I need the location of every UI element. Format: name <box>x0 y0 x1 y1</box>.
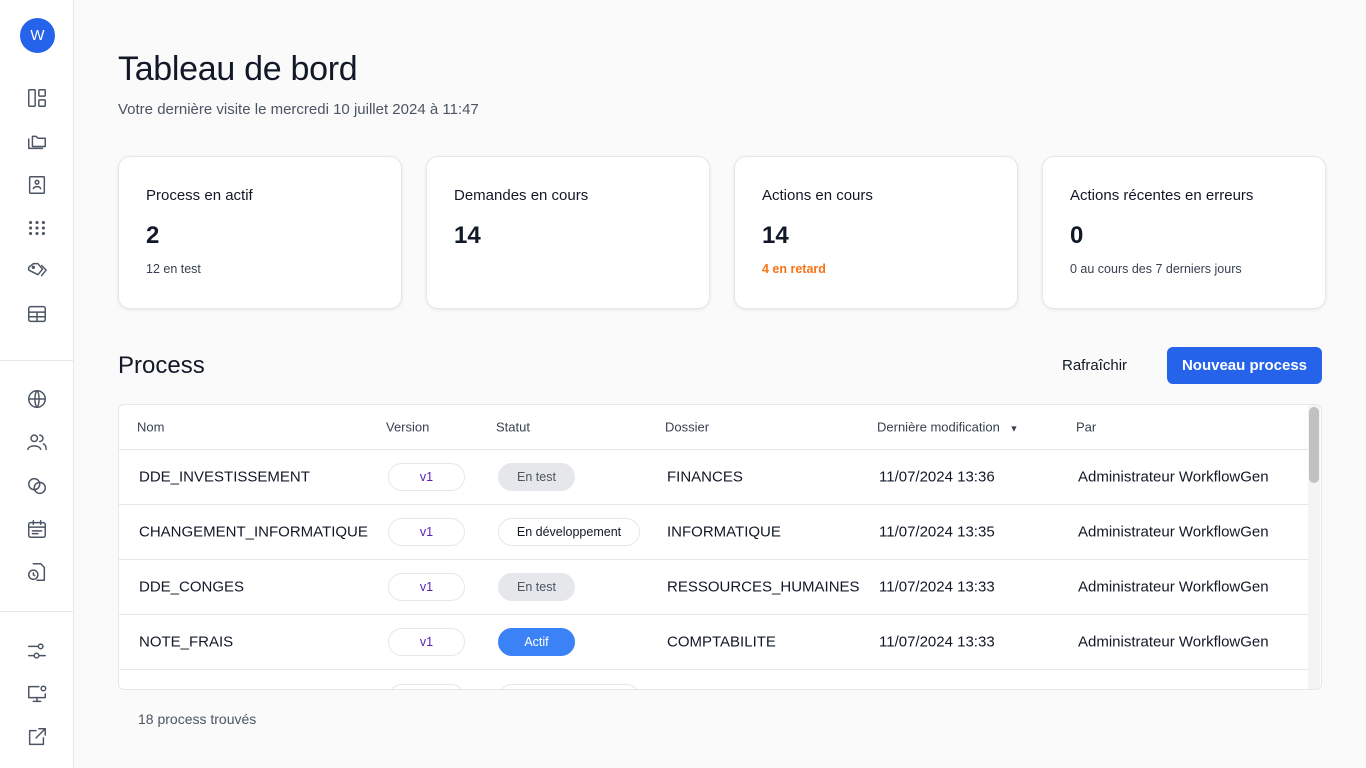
card-demandes-en-cours[interactable]: Demandes en cours 14 <box>426 156 710 309</box>
table-icon[interactable] <box>26 303 48 325</box>
table-row[interactable]: DDE_CONGES v1 En test RESSOURCES_HUMAINE… <box>119 560 1309 615</box>
sidebar: W <box>0 0 74 768</box>
divider <box>0 360 73 361</box>
globe-icon[interactable] <box>26 388 48 410</box>
table-row[interactable]: DDE_INVESTISSEMENT v1 En test FINANCES 1… <box>119 450 1309 505</box>
page-title: Tableau de bord <box>118 50 358 88</box>
folders-icon[interactable] <box>26 130 48 152</box>
card-actions-erreurs[interactable]: Actions récentes en erreurs 0 0 au cours… <box>1042 156 1326 309</box>
table-row-partial[interactable] <box>119 670 1309 689</box>
modified-by: Administrateur WorkflowGen <box>1078 578 1269 596</box>
apps-grid-icon[interactable] <box>26 217 48 239</box>
tags-icon[interactable] <box>26 260 48 282</box>
column-header-statut[interactable]: Statut <box>496 419 530 435</box>
card-subtext: 0 au cours des 7 derniers jours <box>1070 262 1242 276</box>
folder: FINANCES <box>667 468 743 486</box>
sort-desc-icon: ▼ <box>1009 423 1019 434</box>
column-header-dossier[interactable]: Dossier <box>665 419 710 435</box>
status-pill: En test <box>498 573 575 601</box>
card-title: Demandes en cours <box>454 187 589 204</box>
modified-date: 11/07/2024 13:33 <box>879 578 995 596</box>
scrollbar-thumb[interactable] <box>1309 407 1319 483</box>
process-name[interactable]: DDE_CONGES <box>139 578 245 596</box>
version-pill <box>388 684 465 689</box>
new-process-button[interactable]: Nouveau process <box>1167 347 1322 384</box>
users-icon[interactable] <box>26 431 48 453</box>
avatar[interactable]: W <box>20 18 55 53</box>
external-link-icon[interactable] <box>26 726 48 748</box>
column-header-nom[interactable]: Nom <box>137 419 165 435</box>
stats-cards: Process en actif 2 12 en test Demandes e… <box>118 156 1326 309</box>
section-title: Process <box>118 352 205 379</box>
column-header-version[interactable]: Version <box>386 419 430 435</box>
status-pill: En test <box>498 463 575 491</box>
contact-book-icon[interactable] <box>26 174 48 196</box>
process-table: Nom Version Statut Dossier Dernière modi… <box>118 404 1322 690</box>
version-pill: v1 <box>388 573 465 601</box>
divider <box>0 611 73 612</box>
modified-by: Administrateur WorkflowGen <box>1078 468 1269 486</box>
process-name[interactable]: NOTE_FRAIS <box>139 633 234 651</box>
dashboard-icon[interactable] <box>26 87 48 109</box>
table-row[interactable]: NOTE_FRAIS v1 Actif COMPTABILITE 11/07/2… <box>119 615 1309 670</box>
modified-by: Administrateur WorkflowGen <box>1078 633 1269 651</box>
calendar-icon[interactable] <box>26 518 48 540</box>
refresh-button[interactable]: Rafraîchir <box>1048 347 1141 384</box>
result-count: 18 process trouvés <box>138 711 257 727</box>
monitor-user-icon[interactable] <box>26 683 48 705</box>
modified-date: 11/07/2024 13:36 <box>879 468 995 486</box>
table-row[interactable]: CHANGEMENT_INFORMATIQUE v1 En développem… <box>119 505 1309 560</box>
column-header-derniere-modification[interactable]: Dernière modification ▼ <box>877 420 1018 435</box>
card-title: Actions en cours <box>762 187 873 204</box>
column-header-label: Dernière modification <box>877 419 1000 435</box>
sliders-icon[interactable] <box>26 640 48 662</box>
circles-icon[interactable] <box>26 475 48 497</box>
process-name[interactable]: DDE_INVESTISSEMENT <box>139 468 310 486</box>
process-name[interactable]: CHANGEMENT_INFORMATIQUE <box>139 523 368 541</box>
table-scrollbar[interactable] <box>1308 405 1320 689</box>
folder: INFORMATIQUE <box>667 523 781 541</box>
card-value: 0 <box>1070 222 1084 249</box>
version-pill: v1 <box>388 463 465 491</box>
version-pill: v1 <box>388 628 465 656</box>
card-subtext-late: 4 en retard <box>762 262 826 276</box>
modified-by: Administrateur WorkflowGen <box>1078 523 1269 541</box>
status-pill: En développement <box>498 518 640 546</box>
card-value: 2 <box>146 222 160 249</box>
folder: COMPTABILITE <box>667 633 776 651</box>
card-title: Process en actif <box>146 187 253 204</box>
table-header: Nom Version Statut Dossier Dernière modi… <box>119 405 1309 450</box>
modified-date: 11/07/2024 13:35 <box>879 523 995 541</box>
last-visit-text: Votre dernière visite le mercredi 10 jui… <box>118 101 479 118</box>
version-pill: v1 <box>388 518 465 546</box>
folder: RESSOURCES_HUMAINES <box>667 578 860 596</box>
card-actions-en-cours[interactable]: Actions en cours 14 4 en retard <box>734 156 1018 309</box>
clock-file-icon[interactable] <box>26 561 48 583</box>
card-value: 14 <box>454 222 481 249</box>
column-header-par[interactable]: Par <box>1076 419 1097 435</box>
card-subtext: 12 en test <box>146 262 201 276</box>
card-process-actif[interactable]: Process en actif 2 12 en test <box>118 156 402 309</box>
card-title: Actions récentes en erreurs <box>1070 187 1254 204</box>
modified-date: 11/07/2024 13:33 <box>879 633 995 651</box>
card-value: 14 <box>762 222 789 249</box>
status-pill: Actif <box>498 628 575 656</box>
status-pill <box>498 684 640 689</box>
